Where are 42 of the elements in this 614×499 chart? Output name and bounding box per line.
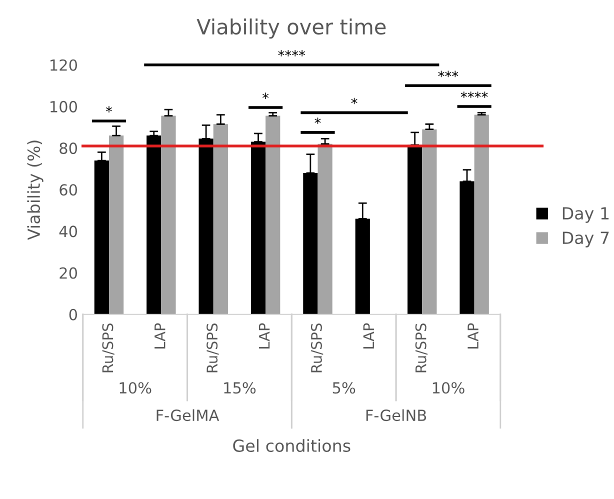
x-tick-label: Ru/SPS [102, 324, 114, 372]
x-tick-label: LAP [154, 323, 166, 348]
annotation: * [314, 118, 321, 124]
x-tick-label: Ru/SPS [310, 324, 324, 372]
y-tick-label: 80 [60, 142, 78, 154]
y-tick-label: 100 [50, 100, 78, 112]
bar [266, 116, 280, 314]
bar [318, 144, 332, 314]
bar [474, 114, 489, 314]
bar [422, 129, 437, 314]
y-tick-label: 0 [69, 308, 78, 320]
text: 10% [120, 382, 152, 394]
y-tick-label: 60 [60, 184, 78, 196]
bar [146, 136, 162, 314]
text: 10% [432, 382, 464, 394]
x-tick-label: LAP [258, 323, 270, 348]
y-tick-label: 120 [50, 59, 78, 71]
text: F-GelNB [366, 409, 426, 422]
annotation: * [106, 106, 112, 112]
annotation: *** [438, 70, 458, 78]
y-tick-label: 40 [59, 226, 78, 238]
legend-label: Day 1 [562, 207, 609, 223]
annotation: **** [460, 92, 488, 98]
legend-label: Day 7 [562, 232, 609, 248]
bar [161, 116, 176, 314]
x-axis-title: Gel conditions [233, 439, 350, 452]
annotation: * [351, 98, 358, 104]
x-tick-label: Ru/SPS [415, 324, 428, 372]
bar [108, 136, 124, 314]
annotation: * [262, 92, 269, 99]
x-tick-label: Ru/SPS [206, 324, 219, 372]
text: 15% [224, 382, 256, 394]
text: 5% [332, 382, 356, 394]
bar [213, 124, 228, 314]
bar [408, 144, 422, 314]
text: F-GelMA [156, 409, 220, 422]
chart-title: Viability over time [196, 18, 386, 39]
x-tick-label: LAP [468, 323, 478, 348]
y-axis-title: Viability (%) [27, 140, 44, 240]
text: **** [278, 50, 306, 56]
y-tick-label: 20 [60, 267, 78, 279]
x-tick-label: LAP [363, 323, 374, 348]
